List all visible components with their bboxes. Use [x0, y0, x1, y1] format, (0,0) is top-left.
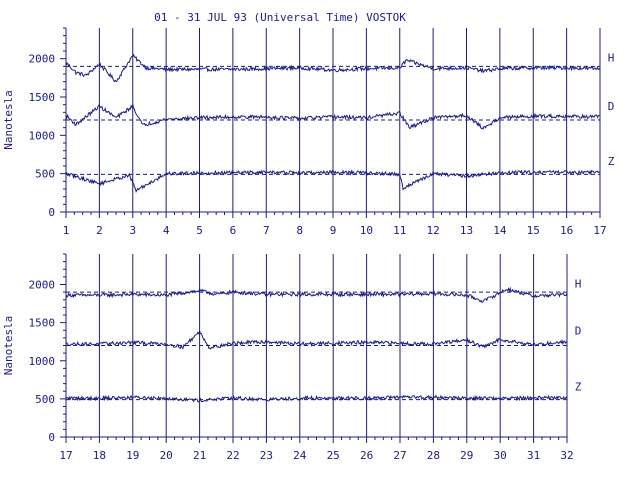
series-line-h — [65, 286, 568, 303]
x-tick-label: 17 — [59, 449, 72, 462]
x-tick-label: 1 — [63, 224, 70, 237]
x-tick-label: 29 — [460, 449, 473, 462]
x-tick-label: 15 — [527, 224, 540, 237]
y-tick-label: 2000 — [29, 279, 56, 292]
x-tick-label: 3 — [129, 224, 136, 237]
x-tick-label: 7 — [263, 224, 270, 237]
x-tick-label: 6 — [230, 224, 237, 237]
series-label-d: D — [575, 325, 582, 338]
series-label-z: Z — [575, 380, 582, 393]
x-tick-label: 27 — [393, 449, 406, 462]
series-label-d: D — [608, 100, 615, 113]
series-label-h: H — [575, 277, 582, 290]
x-tick-label: 19 — [126, 449, 139, 462]
series-label-z: Z — [608, 155, 615, 168]
y-tick-label: 500 — [35, 168, 55, 181]
y-tick-label: 0 — [48, 431, 55, 444]
x-tick-label: 31 — [527, 449, 540, 462]
x-tick-label: 11 — [393, 224, 406, 237]
x-tick-label: 23 — [260, 449, 273, 462]
y-axis-label: Nanotesla — [2, 90, 15, 150]
y-tick-label: 1000 — [29, 129, 56, 142]
x-tick-label: 2 — [96, 224, 103, 237]
series-line-z — [65, 394, 568, 403]
x-tick-label: 9 — [330, 224, 337, 237]
y-axis-label: Nanotesla — [2, 316, 15, 376]
series-line-d — [65, 103, 601, 130]
x-tick-label: 5 — [196, 224, 203, 237]
x-tick-label: 20 — [160, 449, 173, 462]
x-tick-label: 18 — [93, 449, 106, 462]
x-tick-label: 12 — [427, 224, 440, 237]
y-tick-label: 1000 — [29, 355, 56, 368]
x-tick-label: 10 — [360, 224, 373, 237]
x-tick-label: 30 — [494, 449, 507, 462]
chart-panel-2: 0 500 1000 1500 2000 17 18 19 20 21 22 23 24 25 26 27 28… — [2, 253, 582, 462]
x-tick-label: 22 — [226, 449, 239, 462]
x-tick-label: 13 — [460, 224, 473, 237]
x-tick-label: 17 — [593, 224, 606, 237]
x-tick-label: 4 — [163, 224, 170, 237]
plot-frame — [65, 254, 568, 438]
x-tick-label: 28 — [427, 449, 440, 462]
y-tick-label: 0 — [48, 206, 55, 219]
series-line-d — [65, 329, 568, 350]
x-tick-label: 8 — [296, 224, 303, 237]
x-tick-label: 14 — [493, 224, 507, 237]
x-tick-label: 26 — [360, 449, 373, 462]
x-tick-label: 32 — [560, 449, 573, 462]
series-label-h: H — [608, 52, 615, 65]
y-tick-label: 2000 — [29, 53, 56, 66]
y-tick-label: 1500 — [29, 91, 56, 104]
x-tick-label: 16 — [560, 224, 573, 237]
y-tick-label: 500 — [35, 393, 55, 406]
y-tick-label: 1500 — [29, 317, 56, 330]
x-tick-label: 24 — [293, 449, 307, 462]
series-line-h — [65, 53, 601, 83]
series-line-z — [66, 169, 601, 194]
x-tick-label: 21 — [193, 449, 206, 462]
x-tick-label: 25 — [327, 449, 340, 462]
chart-title: 01 - 31 JUL 93 (Universal Time) VOSTOK — [154, 11, 406, 24]
